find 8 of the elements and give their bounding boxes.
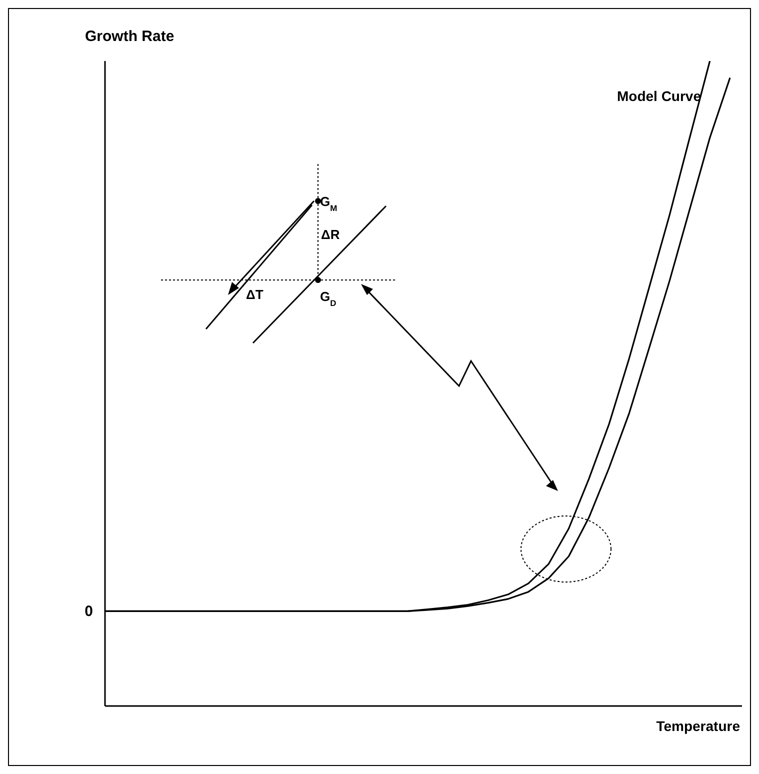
annotation: G$_{D}$: [320, 289, 336, 308]
x-axis-title: Temperature: [656, 718, 740, 734]
y-axis-title: Growth Rate: [85, 28, 174, 45]
annotation: ΔR: [321, 227, 340, 242]
annotation: G$_{M}$: [320, 194, 338, 213]
annotation: Model Curve: [616, 88, 702, 104]
text: 0: [84, 603, 93, 620]
annotation: ΔT: [246, 287, 264, 302]
